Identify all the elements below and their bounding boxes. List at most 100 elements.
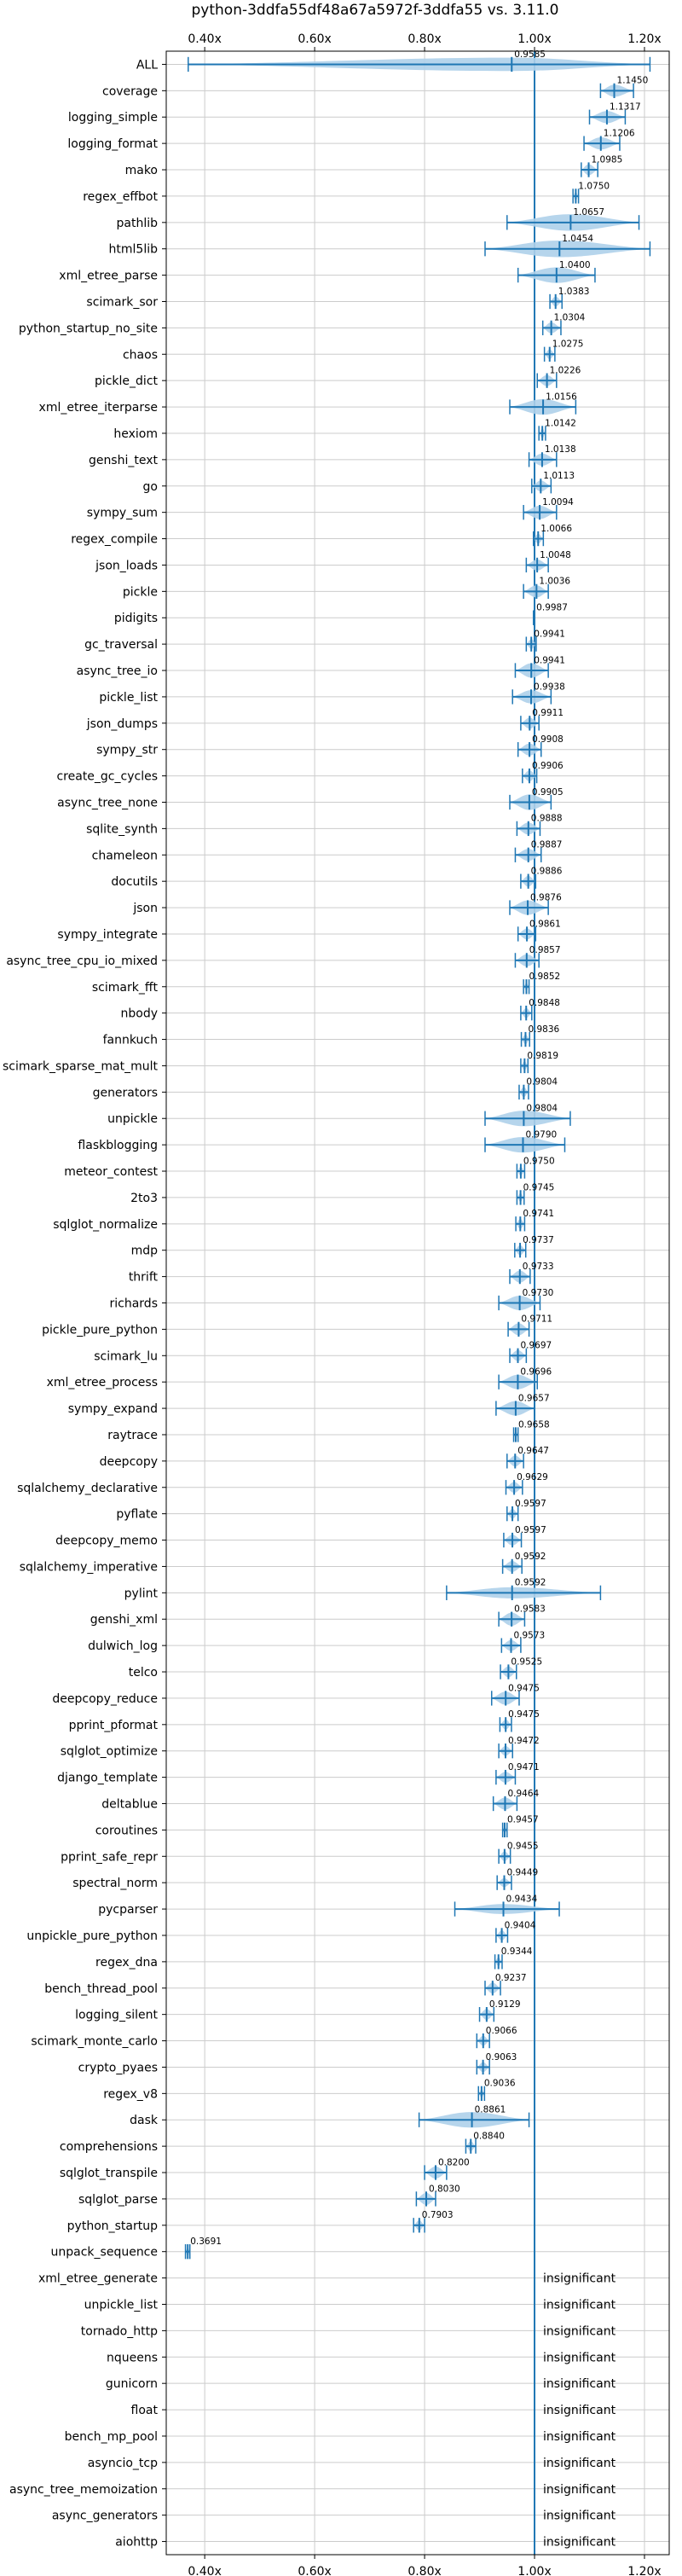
- category-label: sqlglot_transpile: [60, 2167, 158, 2180]
- insignificant-label: insignificant: [543, 2536, 616, 2550]
- category-label: async_tree_cpu_io_mixed: [6, 954, 158, 968]
- value-label: 0.9804: [526, 1104, 558, 1114]
- x-tick-label-top: 0.40x: [188, 32, 221, 46]
- value-label: 0.3691: [190, 2237, 222, 2247]
- category-label: pyflate: [116, 1508, 158, 1522]
- value-label: 0.9876: [530, 892, 562, 902]
- value-label: 0.9449: [506, 1868, 538, 1878]
- value-label: 0.9819: [527, 1051, 558, 1061]
- category-label: unpack_sequence: [51, 2246, 158, 2260]
- value-label: 0.9129: [489, 1999, 521, 2010]
- insignificant-label: insignificant: [543, 2272, 616, 2286]
- category-label: logging_format: [67, 137, 158, 151]
- category-label: mdp: [131, 1244, 159, 1258]
- value-label: 0.9836: [528, 1024, 559, 1035]
- category-label: pathlib: [117, 217, 159, 230]
- value-label: 1.0454: [562, 234, 593, 244]
- category-label: chameleon: [92, 849, 158, 862]
- value-label: 0.9647: [517, 1446, 549, 1456]
- value-label: 1.0036: [539, 577, 570, 587]
- x-tick-label-top: 1.00x: [517, 32, 551, 46]
- value-label: 0.9711: [521, 1314, 552, 1325]
- category-label: genshi_xml: [90, 1613, 158, 1627]
- category-label: dulwich_log: [88, 1639, 158, 1653]
- category-label: scimark_lu: [94, 1349, 158, 1363]
- category-label: crypto_pyaes: [78, 2061, 158, 2074]
- category-label: tornado_http: [81, 2324, 158, 2338]
- value-label: 0.9938: [534, 682, 565, 692]
- value-label: 0.9063: [486, 2052, 517, 2063]
- value-label: 1.0750: [578, 181, 610, 191]
- value-label: 0.9911: [532, 708, 564, 718]
- value-label: 0.9629: [517, 1472, 548, 1482]
- value-label: 0.7903: [422, 2210, 454, 2220]
- category-label: xml_etree_process: [47, 1376, 158, 1390]
- category-label: telco: [129, 1666, 158, 1680]
- category-label: generators: [93, 1086, 158, 1099]
- category-label: async_tree_io: [77, 664, 158, 678]
- grid-lines: [166, 51, 669, 2555]
- value-label: 0.9583: [514, 1604, 546, 1615]
- category-label: pickle_dict: [95, 374, 159, 388]
- category-label: genshi_text: [89, 454, 159, 467]
- value-label: 0.9697: [520, 1341, 552, 1351]
- category-label: sympy_integrate: [57, 928, 158, 942]
- value-label: 0.9941: [534, 655, 565, 665]
- category-label: sympy_str: [96, 744, 158, 757]
- insignificant-label: insignificant: [543, 2483, 616, 2497]
- category-label: pprint_safe_repr: [61, 1850, 158, 1864]
- value-label: 0.9857: [529, 945, 561, 955]
- value-label: 0.9573: [513, 1630, 545, 1640]
- category-label: float: [131, 2404, 159, 2417]
- category-label: sympy_expand: [68, 1402, 158, 1416]
- insignificant-label: insignificant: [543, 2430, 616, 2444]
- category-label: python_startup: [67, 2219, 158, 2233]
- x-tick-label-bottom: 0.80x: [407, 2565, 441, 2576]
- value-label: 1.0400: [559, 260, 591, 270]
- value-label: 1.1206: [604, 128, 635, 138]
- category-label: deepcopy: [100, 1455, 158, 1469]
- value-label: 0.9861: [529, 919, 561, 929]
- category-label: coverage: [102, 84, 158, 98]
- value-label: 0.9887: [531, 840, 563, 850]
- category-label: xml_etree_parse: [59, 270, 158, 283]
- category-label: regex_v8: [103, 2087, 158, 2101]
- value-label: 0.9941: [534, 629, 565, 639]
- value-label: 0.9036: [484, 2079, 516, 2089]
- value-label: 0.9066: [486, 2026, 517, 2036]
- category-label: logging_simple: [68, 111, 158, 125]
- value-label: 0.9908: [532, 734, 564, 745]
- category-label: deepcopy_reduce: [52, 1692, 158, 1706]
- value-label: 1.1317: [610, 102, 641, 113]
- category-label: hexiom: [113, 427, 158, 441]
- category-label: async_tree_none: [57, 797, 158, 810]
- category-label: sqlalchemy_declarative: [17, 1482, 158, 1495]
- value-label: 1.0142: [545, 418, 576, 428]
- category-label: unpickle_list: [84, 2299, 159, 2312]
- value-label: 0.8200: [438, 2157, 470, 2167]
- category-label: flaskblogging: [78, 1139, 158, 1152]
- insignificant-label: insignificant: [543, 2324, 616, 2338]
- category-label: pprint_pformat: [69, 1719, 159, 1732]
- category-label: scimark_sparse_mat_mult: [3, 1059, 158, 1073]
- x-tick-label-bottom: 0.40x: [188, 2565, 221, 2576]
- category-label: mako: [125, 164, 158, 177]
- x-tick-label-bottom: 1.00x: [517, 2565, 551, 2576]
- category-label: sqlite_synth: [86, 822, 158, 836]
- value-label: 0.9888: [531, 814, 563, 824]
- category-label: python_startup_no_site: [19, 322, 158, 335]
- value-label: 1.0113: [543, 471, 575, 481]
- category-label: pycparser: [98, 1903, 158, 1917]
- value-label: 0.9475: [508, 1709, 540, 1720]
- category-label: sqlalchemy_imperative: [20, 1560, 158, 1574]
- value-label: 1.0657: [573, 207, 604, 218]
- value-label: 0.9585: [514, 49, 546, 60]
- category-label: nqueens: [107, 2351, 158, 2364]
- category-label: raytrace: [107, 1429, 158, 1442]
- category-label: deltablue: [101, 1798, 158, 1812]
- value-label: 0.9597: [515, 1525, 546, 1535]
- value-label: 0.9750: [523, 1156, 555, 1166]
- insignificant-label: insignificant: [543, 2509, 616, 2523]
- value-label: 0.9657: [518, 1393, 550, 1403]
